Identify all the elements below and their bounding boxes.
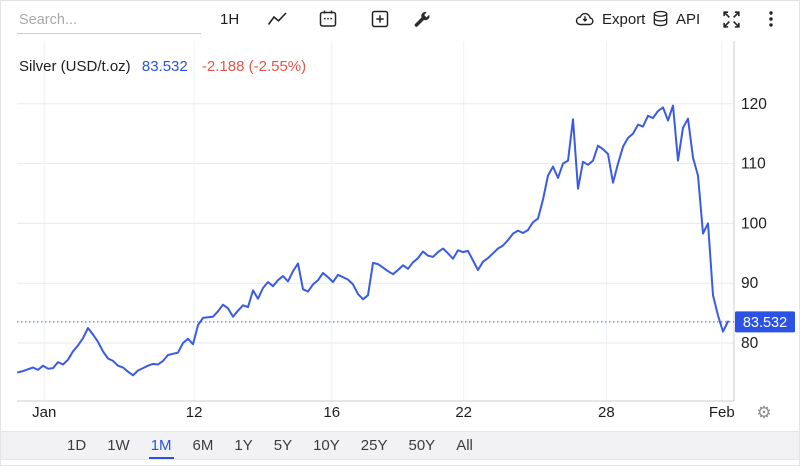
y-tick-120: 120 — [741, 96, 767, 113]
api-label: API — [676, 10, 701, 28]
timeframe-1m[interactable]: 1M — [149, 432, 174, 459]
add-panel-icon — [370, 9, 390, 29]
price-change: -2.188 (-2.55%) — [201, 58, 307, 75]
y-tick-100: 100 — [741, 215, 767, 232]
price-axis-badge — [735, 311, 795, 333]
price-line-series — [17, 104, 729, 377]
timeframe-bar: 1D 1W 1M 6M 1Y 5Y 10Y 25Y 50Y All — [1, 431, 799, 460]
x-tick-22: 22 — [455, 404, 472, 421]
timeframe-all[interactable]: All — [454, 432, 475, 459]
timeframe-1y[interactable]: 1Y — [232, 432, 254, 459]
x-tick-16: 16 — [323, 404, 340, 421]
chart-type-button[interactable] — [264, 5, 291, 33]
timeframe-50y[interactable]: 50Y — [407, 432, 438, 459]
y-tick-90: 90 — [741, 275, 759, 292]
y-tick-110: 110 — [741, 156, 766, 173]
tools-icon — [412, 9, 432, 29]
database-icon — [651, 9, 670, 29]
export-label: Export — [602, 10, 646, 28]
top-toolbar: 1H — [1, 1, 799, 39]
timeframe-25y[interactable]: 25Y — [359, 432, 390, 459]
instrument-header: Silver (USD/t.oz) 83.532 -2.188 (-2.55%) — [19, 58, 306, 75]
x-tick-Jan: Jan — [32, 404, 56, 421]
timeframe-1w[interactable]: 1W — [105, 432, 132, 459]
x-tick-Feb: Feb — [709, 404, 735, 421]
date-range-button[interactable] — [315, 5, 341, 33]
cloud-export-icon — [574, 9, 596, 29]
kebab-menu-icon — [762, 9, 780, 29]
timeframe-6m[interactable]: 6M — [191, 432, 216, 459]
line-chart-icon — [267, 10, 288, 28]
y-tick-80: 80 — [741, 335, 759, 352]
fullscreen-icon — [721, 9, 742, 30]
current-price: 83.532 — [141, 58, 188, 75]
x-tick-12: 12 — [186, 404, 203, 421]
instrument-title: Silver (USD/t.oz) — [19, 58, 131, 75]
export-button[interactable]: Export — [571, 5, 648, 33]
search-input[interactable] — [17, 7, 201, 34]
tools-button[interactable] — [409, 5, 435, 33]
interval-button[interactable]: 1H — [217, 5, 242, 33]
x-tick-28: 28 — [598, 404, 615, 421]
more-menu-button[interactable] — [759, 5, 783, 33]
calendar-icon — [318, 9, 338, 29]
add-panel-button[interactable] — [367, 5, 393, 33]
api-button[interactable]: API — [648, 5, 703, 33]
fullscreen-button[interactable] — [718, 5, 745, 33]
timeframe-1d[interactable]: 1D — [65, 432, 88, 459]
gear-icon[interactable]: ⚙ — [756, 403, 772, 422]
timeframe-10y[interactable]: 10Y — [311, 432, 342, 459]
price-chart[interactable]: Jan 12 16 22 28 Feb 80 90 100 110 120 83.532 — [1, 1, 800, 429]
timeframe-5y[interactable]: 5Y — [272, 432, 294, 459]
price-axis-badge-value: 83.532 — [743, 315, 787, 331]
